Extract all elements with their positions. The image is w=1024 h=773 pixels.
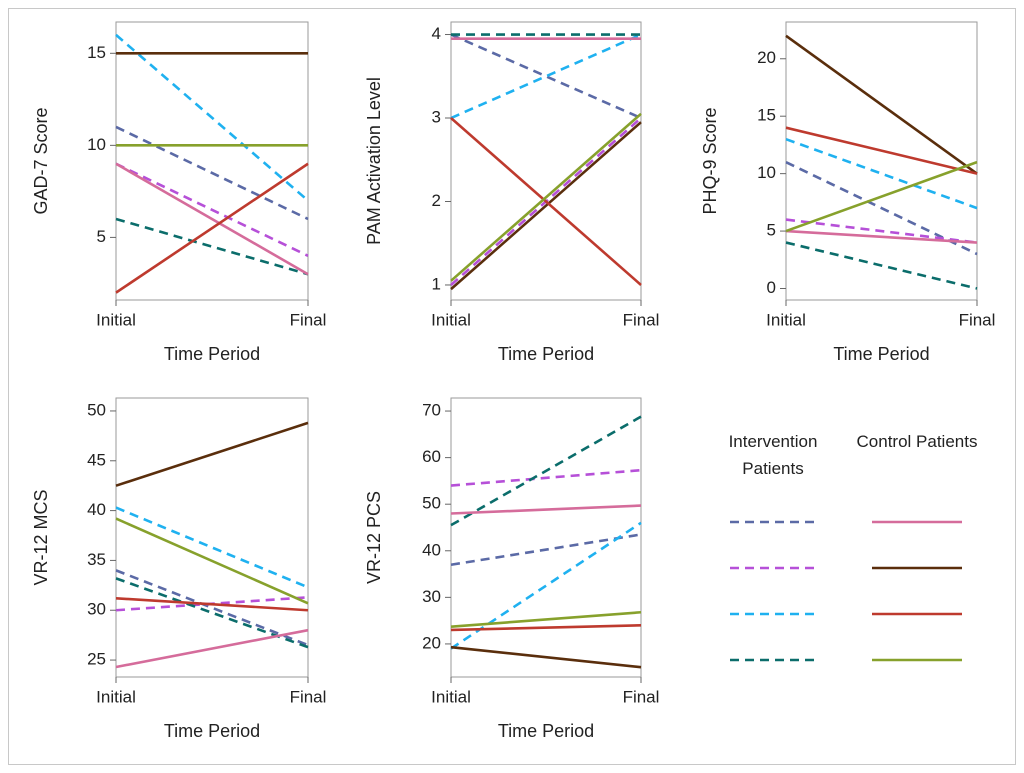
x-tick-label: Initial (96, 687, 136, 706)
legend-title: Control Patients (856, 432, 978, 451)
x-tick-label: Initial (431, 310, 471, 329)
y-tick-label: 30 (87, 600, 106, 619)
y-tick-label: 20 (757, 48, 776, 67)
y-tick-label: 40 (87, 500, 106, 519)
y-tick-label: 10 (757, 163, 776, 182)
y-tick-label: 25 (87, 650, 106, 669)
series-line (115, 162, 309, 276)
x-axis-label: Time Period (498, 721, 594, 741)
series-line (115, 162, 309, 257)
series-line (450, 623, 642, 632)
series-line (115, 506, 309, 589)
y-tick-label: 5 (767, 221, 776, 240)
plot-frame (450, 21, 642, 301)
y-tick-label: 45 (87, 450, 106, 469)
y-tick-label: 35 (87, 550, 106, 569)
series-line (785, 126, 978, 175)
series-line (450, 468, 642, 487)
y-tick-label: 1 (432, 274, 441, 293)
series-line (450, 117, 642, 286)
x-tick-label: Final (290, 310, 327, 329)
series-line (785, 137, 978, 210)
legend-title: Intervention Patients (728, 432, 818, 478)
plot-frame (450, 397, 642, 678)
series-line (450, 504, 642, 515)
x-axis-label: Time Period (833, 344, 929, 364)
series-line (115, 421, 309, 487)
y-tick-label: 4 (432, 24, 441, 43)
y-tick-label: 30 (422, 587, 441, 606)
y-tick-label: 20 (422, 633, 441, 652)
y-tick-label: 70 (422, 401, 441, 420)
series-line (115, 569, 309, 647)
series-line (785, 160, 978, 233)
series-line (450, 521, 642, 650)
y-axis-label: VR-12 PCS (364, 491, 384, 584)
series-line (785, 218, 978, 244)
series-line (115, 125, 309, 221)
series-line (450, 121, 642, 291)
y-tick-label: 15 (87, 43, 106, 62)
x-axis-label: Time Period (164, 721, 260, 741)
series-line (115, 517, 309, 605)
series-line (115, 596, 309, 612)
series-line (450, 610, 642, 628)
plot-frame (785, 21, 978, 301)
y-tick-label: 5 (97, 227, 106, 246)
series-line (115, 162, 309, 294)
y-tick-label: 0 (767, 278, 776, 297)
series-line (450, 645, 642, 669)
series-line (450, 33, 642, 120)
y-tick-label: 50 (422, 494, 441, 513)
x-tick-label: Final (623, 687, 660, 706)
y-axis-label: PAM Activation Level (364, 77, 384, 245)
y-tick-label: 2 (432, 191, 441, 210)
series-line (785, 241, 978, 290)
x-tick-label: Initial (96, 310, 136, 329)
y-tick-label: 40 (422, 540, 441, 559)
x-axis-label: Time Period (164, 344, 260, 364)
x-tick-label: Final (290, 687, 327, 706)
y-tick-label: 60 (422, 447, 441, 466)
y-tick-label: 3 (432, 107, 441, 126)
x-tick-label: Final (623, 310, 660, 329)
x-tick-label: Final (959, 310, 996, 329)
x-axis-label: Time Period (498, 344, 594, 364)
plot-frame (115, 397, 309, 678)
y-tick-label: 15 (757, 106, 776, 125)
series-line (785, 229, 978, 244)
series-line (115, 33, 309, 202)
y-tick-label: 10 (87, 135, 106, 154)
series-line (450, 533, 642, 567)
series-line (450, 33, 642, 120)
y-axis-label: GAD-7 Score (31, 107, 51, 214)
series-line (785, 160, 978, 256)
series-line (785, 34, 978, 175)
y-axis-label: VR-12 MCS (31, 489, 51, 585)
plot-frame (115, 21, 309, 301)
x-tick-label: Initial (766, 310, 806, 329)
y-tick-label: 50 (87, 400, 106, 419)
series-line (115, 628, 309, 669)
figure-border (8, 8, 1016, 765)
series-line (450, 415, 642, 527)
y-axis-label: PHQ-9 Score (700, 107, 720, 214)
x-tick-label: Initial (431, 687, 471, 706)
series-line (115, 217, 309, 276)
series-line (450, 112, 642, 282)
